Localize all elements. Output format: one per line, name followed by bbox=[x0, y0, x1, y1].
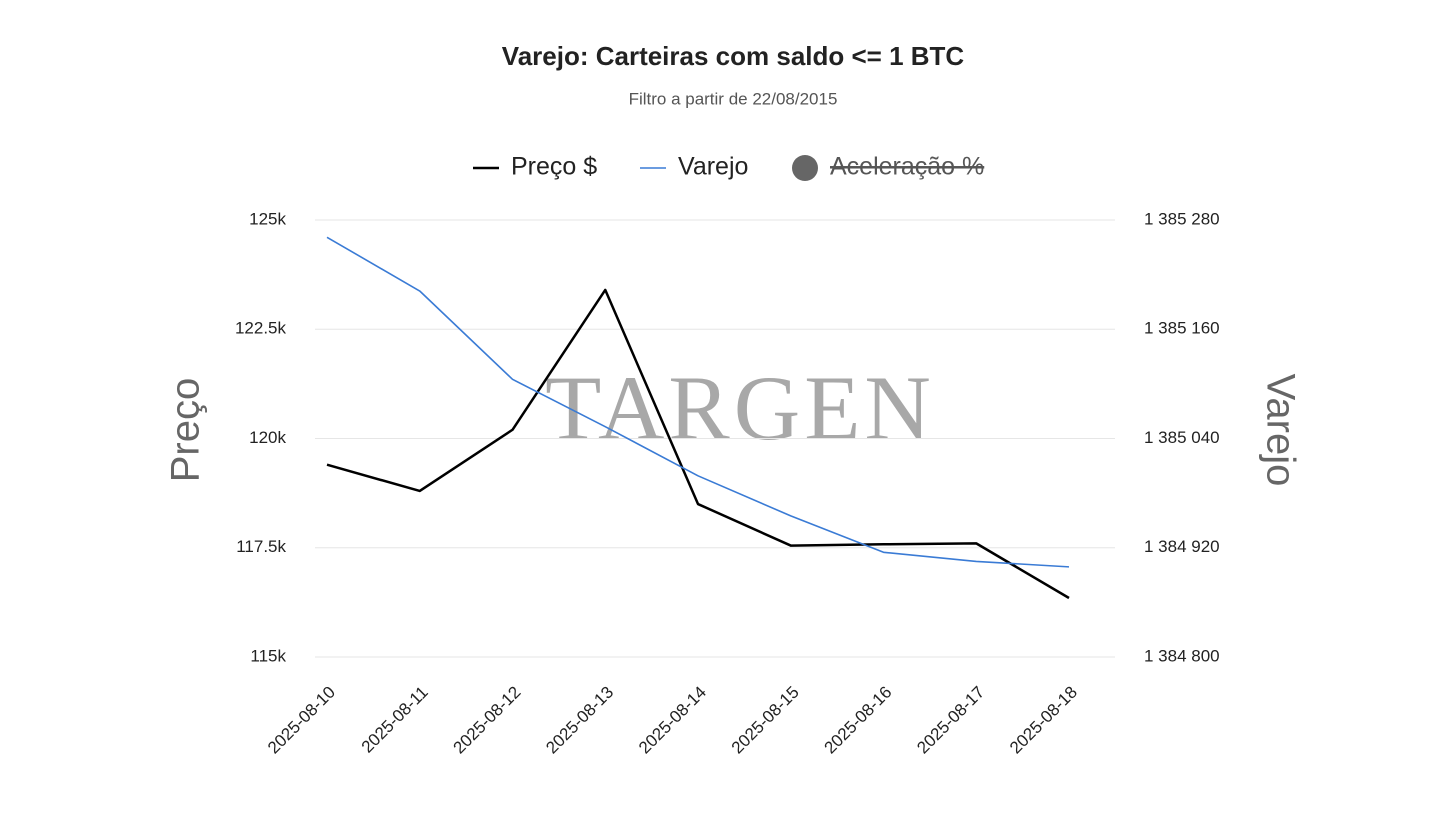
y2-tick-label: 1 385 160 bbox=[1144, 319, 1220, 338]
y-tick-label: 117.5k bbox=[236, 537, 286, 556]
legend-label: Aceleração % bbox=[830, 153, 984, 181]
x-tick-label: 2025-08-15 bbox=[728, 683, 803, 758]
x-tick-label: 2025-08-12 bbox=[450, 683, 525, 758]
y2-tick-label: 1 384 920 bbox=[1144, 537, 1220, 556]
chart-title: Varejo: Carteiras com saldo <= 1 BTC bbox=[502, 41, 965, 71]
y-axis-title: Preço bbox=[164, 378, 208, 483]
y-tick-label: 120k bbox=[249, 428, 286, 447]
y2-tick-label: 1 384 800 bbox=[1144, 646, 1220, 665]
y-tick-label: 115k bbox=[250, 646, 286, 665]
x-tick-label: 2025-08-14 bbox=[635, 683, 710, 758]
y2-axis-title: Varejo bbox=[1258, 374, 1302, 487]
y2-tick-label: 1 385 280 bbox=[1144, 209, 1220, 228]
x-tick-label: 2025-08-18 bbox=[1006, 683, 1081, 758]
series-line bbox=[326, 236, 1070, 568]
x-tick-label: 2025-08-16 bbox=[821, 683, 896, 758]
series-line bbox=[326, 288, 1070, 600]
x-tick-label: 2025-08-13 bbox=[542, 683, 617, 758]
y-tick-label: 122.5k bbox=[235, 319, 287, 338]
x-tick-label: 2025-08-17 bbox=[913, 683, 988, 758]
x-tick-label: 2025-08-10 bbox=[264, 683, 339, 758]
legend-label: Preço $ bbox=[511, 153, 597, 181]
chart-subtitle: Filtro a partir de 22/08/2015 bbox=[629, 89, 838, 108]
legend-marker bbox=[792, 155, 818, 181]
y2-tick-label: 1 385 040 bbox=[1144, 428, 1220, 447]
y-tick-label: 125k bbox=[249, 209, 286, 228]
x-tick-label: 2025-08-11 bbox=[358, 683, 432, 757]
watermark: TARGEN bbox=[545, 357, 935, 459]
legend-label: Varejo bbox=[678, 153, 748, 181]
